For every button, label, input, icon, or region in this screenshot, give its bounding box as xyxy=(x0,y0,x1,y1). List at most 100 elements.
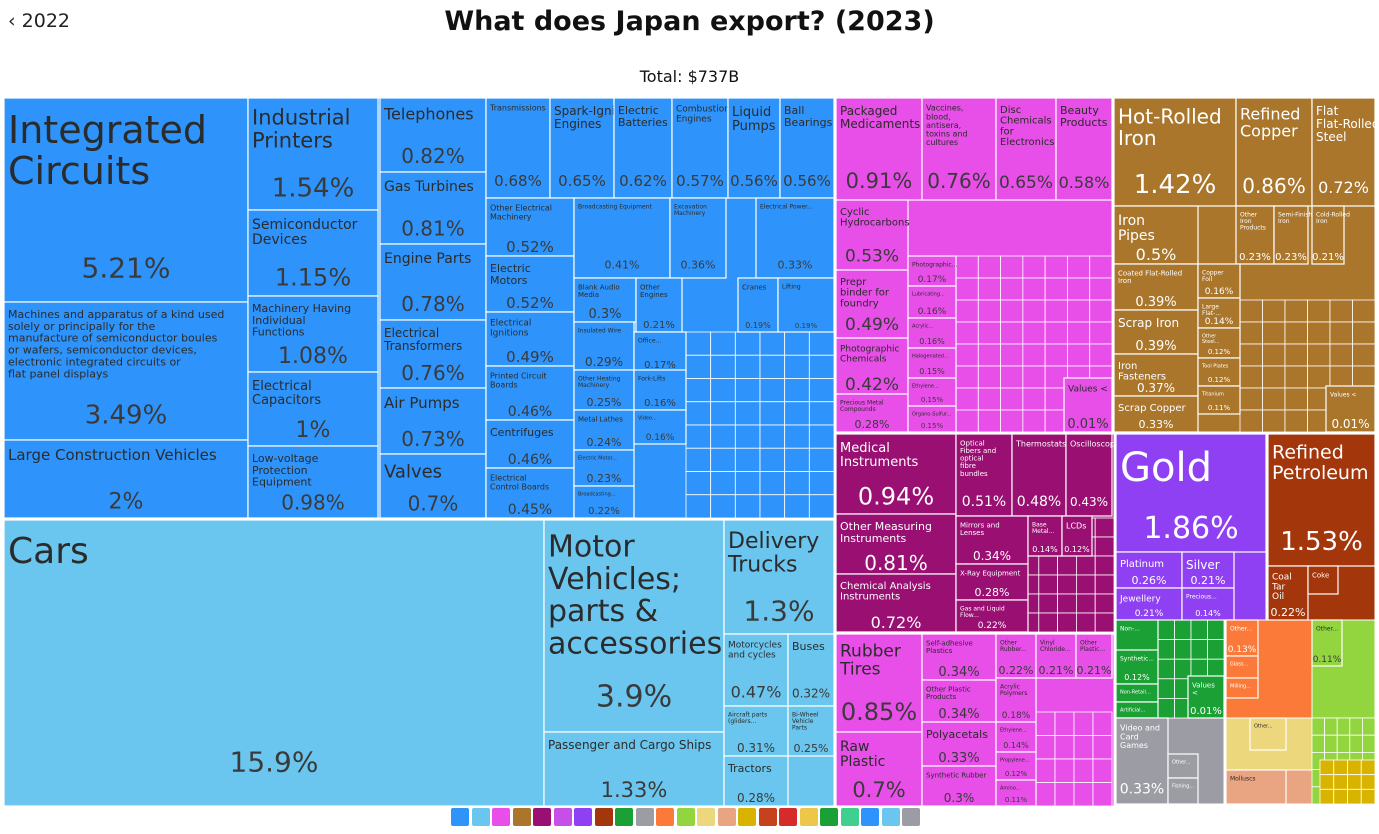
minor-tile[interactable] xyxy=(759,424,786,449)
gem-icon[interactable] xyxy=(594,808,613,826)
treemap-tile[interactable]: Molluscs xyxy=(1225,769,1287,805)
minor-tile[interactable] xyxy=(1073,758,1094,783)
minor-tile[interactable] xyxy=(1035,735,1056,760)
minor-tile[interactable] xyxy=(734,378,761,403)
instruments-icon[interactable] xyxy=(512,808,531,826)
minor-tile[interactable] xyxy=(759,471,786,496)
minor-tile[interactable] xyxy=(1349,734,1363,753)
minor-tile[interactable] xyxy=(1349,717,1363,736)
treemap-tile[interactable]: Lubricating... 0.16% xyxy=(907,285,957,319)
minor-tile[interactable] xyxy=(1000,365,1024,389)
minor-tile[interactable] xyxy=(1094,612,1115,633)
minor-tile[interactable] xyxy=(1022,299,1046,323)
minor-tile[interactable] xyxy=(1044,277,1068,301)
minor-tile[interactable] xyxy=(808,424,835,449)
treemap-tile[interactable]: Video... 0.16% xyxy=(633,409,687,445)
minor-tile[interactable] xyxy=(808,494,835,519)
minor-tile[interactable] xyxy=(710,331,736,356)
weapons-icon[interactable] xyxy=(820,808,838,826)
minor-tile[interactable] xyxy=(1094,517,1115,538)
treemap-tile[interactable]: Oscilloscopes 0.43% xyxy=(1065,433,1124,517)
gauge-icon[interactable] xyxy=(553,808,572,826)
minor-tile[interactable] xyxy=(1336,734,1351,753)
minor-tile[interactable] xyxy=(1073,711,1094,736)
minor-tile[interactable] xyxy=(1311,717,1326,736)
minor-tile[interactable] xyxy=(1044,321,1068,345)
treemap-tile[interactable]: Broadcasting Equipment 0.41% xyxy=(573,197,671,279)
treemap-tile[interactable]: Aircraft parts(gliders... 0.31% xyxy=(723,705,789,757)
minor-tile[interactable] xyxy=(1347,788,1362,805)
treemap-tile[interactable]: Photographic... 0.17% xyxy=(907,255,957,287)
minor-tile[interactable] xyxy=(1022,277,1046,301)
minor-tile[interactable] xyxy=(1352,321,1376,345)
minor-tile[interactable] xyxy=(1239,409,1263,433)
minor-tile[interactable] xyxy=(734,424,761,449)
minor-tile[interactable] xyxy=(1319,759,1335,776)
treemap-tile[interactable]: Scrap Copper 0.33% xyxy=(1113,395,1199,433)
minor-tile[interactable] xyxy=(759,354,786,379)
minor-tile[interactable] xyxy=(808,401,835,426)
treemap-tile[interactable]: Broadcasting... 0.22% xyxy=(573,485,635,519)
treemap-tile[interactable]: Fishing... xyxy=(1167,777,1199,805)
minor-tile[interactable] xyxy=(1157,639,1175,660)
minor-tile[interactable] xyxy=(955,409,979,433)
chemicals-icon[interactable] xyxy=(492,808,510,826)
minor-tile[interactable] xyxy=(955,255,979,279)
minor-tile[interactable] xyxy=(710,401,736,426)
treemap-tile[interactable]: Non-Retail... xyxy=(1115,683,1159,703)
minor-tile[interactable] xyxy=(734,471,761,496)
treemap-tile[interactable]: Air Pumps 0.73% xyxy=(379,387,487,455)
minor-tile[interactable] xyxy=(1067,299,1091,323)
minor-tile[interactable] xyxy=(1076,593,1096,614)
treemap-tile[interactable]: Thermostats 0.48% xyxy=(1011,433,1067,517)
minor-tile[interactable] xyxy=(1329,321,1353,345)
paper-icon[interactable] xyxy=(717,808,736,826)
minor-tile[interactable] xyxy=(1000,321,1024,345)
treemap-tile[interactable]: Propylene... 0.12% xyxy=(995,751,1037,781)
minor-tile[interactable] xyxy=(1057,555,1077,576)
minor-tile[interactable] xyxy=(1307,299,1331,323)
minor-tile[interactable] xyxy=(784,447,810,472)
minor-tile[interactable] xyxy=(759,401,786,426)
minor-tile[interactable] xyxy=(784,494,810,519)
minor-tile[interactable] xyxy=(1262,409,1286,433)
minor-tile[interactable] xyxy=(1089,299,1113,323)
minor-tile[interactable] xyxy=(1307,343,1331,367)
minor-tile[interactable] xyxy=(1092,735,1113,760)
minor-tile[interactable] xyxy=(734,331,761,356)
minor-tile[interactable] xyxy=(1089,343,1113,367)
treemap-tile[interactable]: Electric Motor... 0.23% xyxy=(573,449,635,487)
minor-tile[interactable] xyxy=(1239,321,1263,345)
treemap-tile[interactable]: Silver 0.21% xyxy=(1181,551,1235,589)
minor-tile[interactable] xyxy=(1174,619,1192,641)
minor-tile[interactable] xyxy=(1262,321,1286,345)
treemap-tile[interactable]: Polyacetals 0.33% xyxy=(921,721,997,767)
stone-icon[interactable] xyxy=(656,808,674,826)
minor-tile[interactable] xyxy=(1044,343,1068,367)
minor-tile[interactable] xyxy=(710,471,736,496)
minor-tile[interactable] xyxy=(1284,343,1308,367)
minor-tile[interactable] xyxy=(1067,277,1091,301)
minor-tile[interactable] xyxy=(1067,343,1091,367)
minor-tile[interactable] xyxy=(1092,782,1113,807)
vegetable-icon[interactable] xyxy=(697,808,715,826)
minerals-icon[interactable] xyxy=(615,808,633,826)
treemap-tile[interactable]: Milling... xyxy=(1225,677,1259,699)
